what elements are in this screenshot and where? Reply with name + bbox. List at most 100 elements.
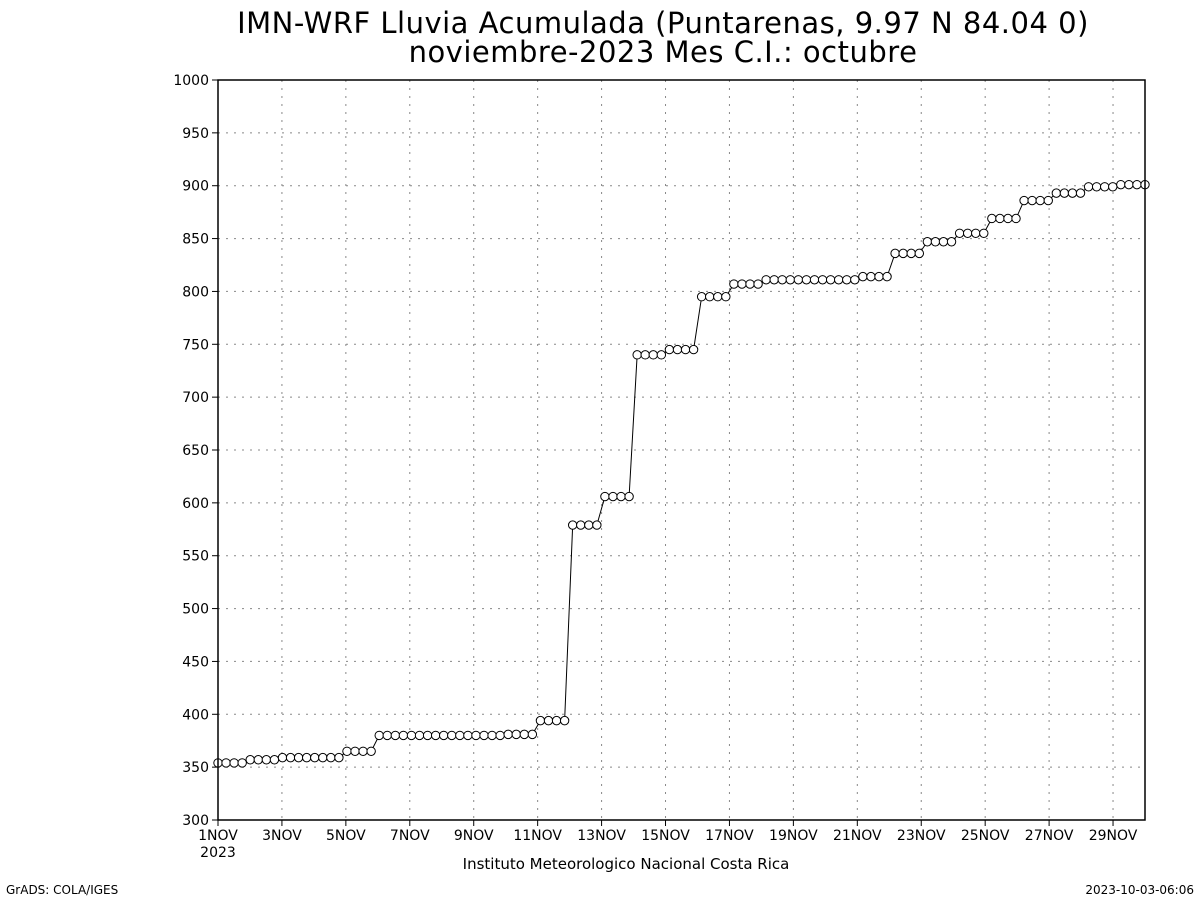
data-point bbox=[817, 275, 828, 285]
data-point bbox=[696, 292, 707, 302]
data-point bbox=[535, 715, 546, 726]
data-point bbox=[672, 344, 683, 355]
y-tick-label: 350 bbox=[182, 760, 209, 776]
timestamp-label: 2023-10-03-06:06 bbox=[1085, 883, 1194, 897]
x-tick-label: 25NOV bbox=[961, 828, 1010, 844]
data-point bbox=[874, 271, 884, 282]
data-point bbox=[366, 746, 376, 756]
data-point bbox=[793, 275, 804, 285]
x-tick-label: 13NOV bbox=[577, 828, 626, 844]
data-point bbox=[342, 746, 352, 756]
data-point bbox=[1075, 188, 1086, 198]
y-tick-label: 550 bbox=[182, 549, 209, 565]
data-point bbox=[979, 228, 989, 238]
data-point bbox=[1116, 179, 1126, 190]
data-point bbox=[971, 228, 981, 238]
data-point bbox=[850, 275, 860, 285]
y-tick-label: 850 bbox=[182, 232, 209, 248]
data-point bbox=[334, 752, 344, 763]
data-point bbox=[906, 248, 916, 259]
data-point bbox=[1035, 195, 1045, 206]
axes bbox=[212, 79, 1114, 826]
data-point bbox=[1043, 195, 1053, 206]
x-tick-label: 23NOV bbox=[897, 828, 946, 844]
data-points-layer bbox=[213, 179, 1150, 768]
data-point bbox=[455, 730, 465, 741]
data-point bbox=[624, 491, 634, 502]
series-line bbox=[218, 184, 1145, 764]
data-point bbox=[269, 755, 280, 765]
data-point bbox=[406, 730, 417, 741]
data-point bbox=[600, 491, 610, 502]
chart-subtitle: noviembre-2023 Mes C.I.: octubre bbox=[409, 35, 918, 69]
x-tick-label: 9NOV bbox=[454, 828, 494, 844]
data-point bbox=[1124, 179, 1134, 190]
data-point bbox=[801, 275, 812, 285]
data-point bbox=[1027, 195, 1037, 206]
x-tick-label: 29NOV bbox=[1089, 828, 1138, 844]
data-point bbox=[430, 730, 441, 741]
y-tick-label: 300 bbox=[182, 813, 209, 829]
data-point bbox=[463, 730, 473, 741]
data-point bbox=[229, 758, 239, 768]
plot-frame bbox=[217, 79, 1146, 821]
chart-title: IMN-WRF Lluvia Acumulada (Puntarenas, 9.… bbox=[237, 6, 1089, 40]
data-point bbox=[946, 237, 957, 247]
data-point bbox=[729, 279, 739, 289]
data-point bbox=[1132, 179, 1142, 190]
y-tick-label: 900 bbox=[182, 179, 209, 195]
y-tick-label: 800 bbox=[182, 284, 209, 300]
data-point bbox=[358, 746, 368, 756]
data-point bbox=[737, 279, 747, 289]
data-point bbox=[390, 730, 401, 741]
y-tick-label: 950 bbox=[182, 126, 209, 142]
data-point bbox=[495, 730, 505, 741]
data-point bbox=[511, 729, 521, 740]
data-point bbox=[559, 715, 570, 726]
data-point bbox=[745, 279, 755, 289]
data-point bbox=[422, 730, 433, 741]
data-point bbox=[350, 746, 360, 756]
data-point bbox=[825, 275, 836, 285]
x-tick-year-label: 2023 bbox=[200, 845, 236, 861]
data-point bbox=[326, 752, 336, 763]
data-point bbox=[382, 730, 392, 741]
x-tick-label: 15NOV bbox=[641, 828, 690, 844]
data-point bbox=[1067, 188, 1078, 198]
data-point bbox=[487, 730, 497, 741]
data-point bbox=[310, 752, 320, 763]
gridlines bbox=[218, 80, 1145, 820]
data-point bbox=[938, 237, 949, 247]
data-point bbox=[632, 350, 642, 360]
data-point bbox=[471, 730, 481, 741]
series-line-layer bbox=[218, 184, 1145, 764]
data-point bbox=[1091, 182, 1102, 192]
data-point bbox=[721, 292, 731, 302]
data-point bbox=[898, 248, 908, 259]
x-tick-label: 27NOV bbox=[1025, 828, 1074, 844]
data-point bbox=[318, 752, 328, 763]
data-point bbox=[785, 275, 796, 285]
data-point bbox=[761, 275, 771, 285]
data-point bbox=[439, 730, 449, 741]
data-point bbox=[576, 520, 586, 530]
title-group: IMN-WRF Lluvia Acumulada (Puntarenas, 9.… bbox=[237, 6, 1089, 69]
data-point bbox=[1019, 195, 1029, 206]
data-point bbox=[713, 292, 723, 302]
data-point bbox=[584, 520, 594, 530]
data-point bbox=[479, 730, 489, 741]
data-point bbox=[858, 271, 868, 282]
data-point bbox=[293, 752, 304, 763]
data-point bbox=[705, 292, 715, 302]
data-point bbox=[809, 275, 820, 285]
data-point bbox=[237, 758, 247, 768]
data-point bbox=[1108, 182, 1118, 192]
data-point bbox=[833, 275, 844, 285]
data-point bbox=[688, 344, 699, 355]
data-point bbox=[664, 344, 675, 355]
x-tick-label: 11NOV bbox=[513, 828, 562, 844]
data-point bbox=[962, 228, 973, 238]
data-point bbox=[882, 271, 892, 282]
data-point bbox=[656, 350, 667, 360]
